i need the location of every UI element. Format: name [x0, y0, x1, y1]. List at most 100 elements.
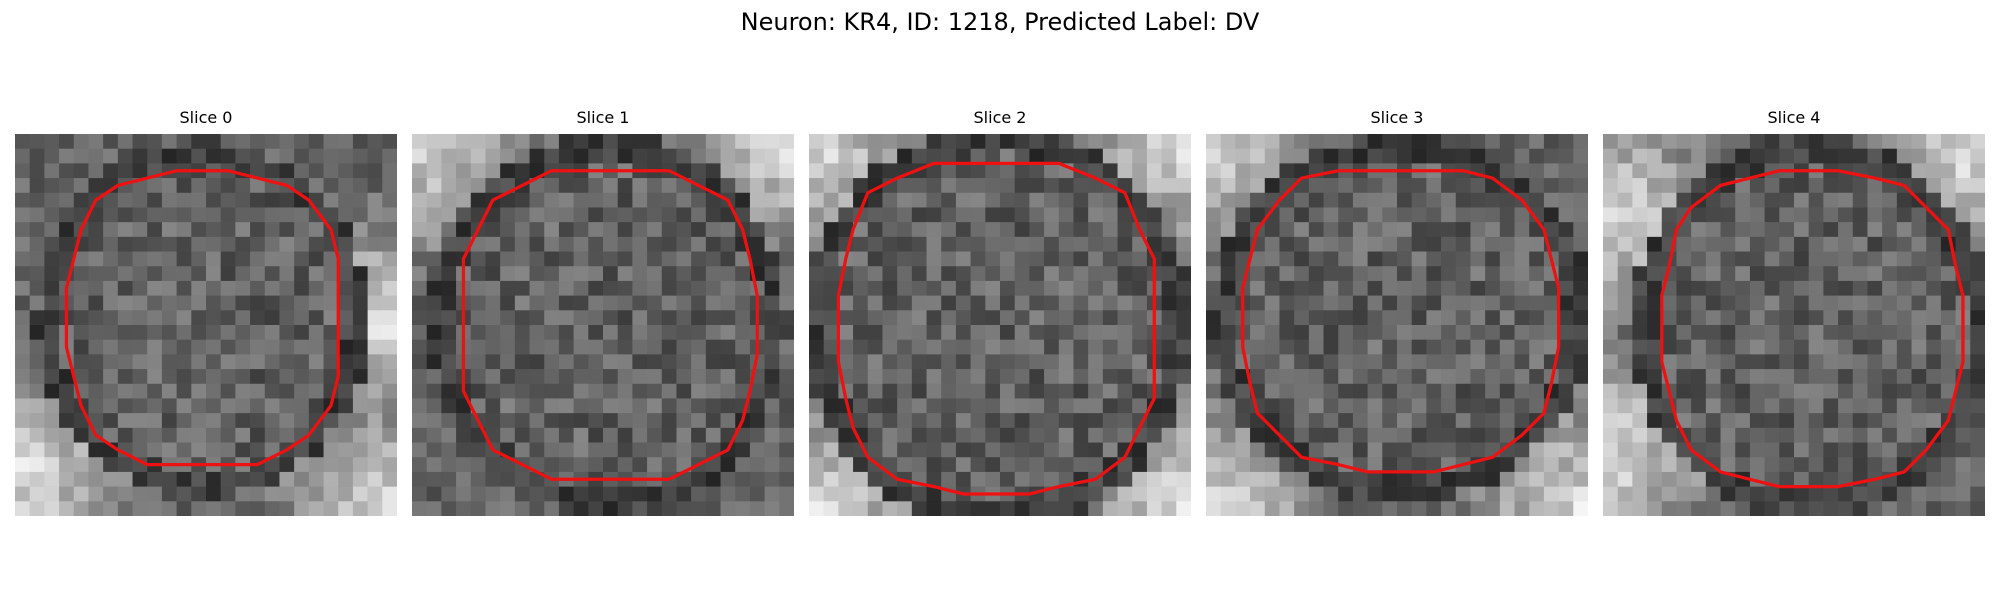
- pixel: [1558, 413, 1574, 429]
- pixel: [1397, 222, 1412, 238]
- pixel: [1044, 354, 1060, 370]
- pixel: [617, 251, 633, 267]
- pixel: [1882, 310, 1898, 326]
- pixel: [1779, 354, 1795, 370]
- pixel: [1764, 383, 1780, 399]
- pixel: [1382, 501, 1398, 516]
- pixel: [1382, 339, 1398, 355]
- pixel: [1146, 471, 1162, 487]
- pixel: [661, 398, 677, 414]
- pixel: [1058, 178, 1074, 194]
- pixel: [882, 266, 898, 282]
- pixel: [1264, 354, 1280, 370]
- pixel: [1323, 354, 1339, 370]
- pixel: [676, 207, 692, 223]
- pixel: [1441, 222, 1457, 238]
- pixel: [735, 369, 751, 385]
- pixel: [1088, 457, 1104, 473]
- pixel: [308, 178, 324, 194]
- pixel: [1235, 442, 1251, 458]
- pixel: [117, 486, 133, 502]
- pixel: [809, 295, 824, 311]
- pixel: [705, 280, 721, 296]
- pixel: [176, 236, 192, 252]
- pixel: [1455, 251, 1471, 267]
- pixel: [544, 369, 560, 385]
- pixel: [1426, 354, 1442, 370]
- pixel: [426, 457, 442, 473]
- pixel: [1088, 486, 1104, 502]
- pixel: [382, 486, 397, 502]
- pixel: [1352, 325, 1368, 340]
- pixel: [1705, 383, 1721, 399]
- pixel: [250, 295, 266, 311]
- pixel: [1823, 266, 1839, 282]
- pixel: [1117, 251, 1133, 267]
- pixel: [514, 236, 530, 252]
- pixel: [1161, 310, 1177, 326]
- pixel: [1206, 192, 1221, 208]
- pixel: [558, 369, 574, 385]
- pixel: [1308, 266, 1324, 282]
- pixel: [1720, 383, 1736, 399]
- pixel: [1294, 398, 1310, 414]
- pixel: [1661, 325, 1677, 340]
- pixel: [132, 148, 148, 164]
- pixel: [485, 354, 501, 370]
- pixel: [294, 266, 310, 282]
- pixel: [1955, 178, 1971, 194]
- pixel: [1132, 354, 1148, 370]
- pixel: [1632, 310, 1648, 326]
- pixel: [147, 280, 163, 296]
- pixel: [308, 251, 324, 267]
- pixel: [206, 325, 221, 340]
- pixel: [1279, 236, 1295, 252]
- pixel: [911, 222, 927, 238]
- pixel: [1661, 222, 1677, 238]
- pixel: [1514, 325, 1530, 340]
- pixel: [1573, 442, 1588, 458]
- pixel: [1558, 148, 1574, 164]
- pixel: [1058, 236, 1074, 252]
- pixel: [1617, 163, 1633, 179]
- pixel: [558, 383, 574, 399]
- pixel: [1911, 369, 1927, 385]
- pixel: [1338, 325, 1354, 340]
- pixel: [603, 192, 618, 208]
- pixel: [1352, 486, 1368, 502]
- pixel: [1250, 325, 1266, 340]
- pixel: [603, 178, 618, 194]
- pixel: [44, 398, 60, 414]
- slice-panel-0: Slice 0: [15, 107, 397, 519]
- pixel: [1264, 280, 1280, 296]
- pixel: [1441, 501, 1457, 516]
- pixel: [749, 148, 765, 164]
- pixel: [323, 501, 339, 516]
- pixel: [1029, 163, 1045, 179]
- pixel: [470, 134, 486, 149]
- pixel: [632, 295, 648, 311]
- pixel: [1426, 457, 1442, 473]
- pixel: [308, 442, 324, 458]
- pixel: [1955, 398, 1971, 414]
- pixel: [1250, 486, 1266, 502]
- pixel: [867, 427, 883, 443]
- pixel: [1911, 251, 1927, 267]
- pixel: [1911, 134, 1927, 149]
- pixel: [412, 383, 427, 399]
- pixel: [264, 486, 280, 502]
- pixel: [897, 192, 913, 208]
- pixel: [1426, 236, 1442, 252]
- pixel: [352, 427, 368, 443]
- pixel: [264, 471, 280, 487]
- pixel: [632, 192, 648, 208]
- pixel: [1970, 442, 1985, 458]
- pixel: [1382, 192, 1398, 208]
- pixel: [617, 295, 633, 311]
- pixel: [29, 501, 45, 516]
- pixel: [1867, 486, 1883, 502]
- pixel: [1426, 471, 1442, 487]
- pixel: [147, 178, 163, 194]
- pixel: [1470, 486, 1486, 502]
- pixel: [1852, 339, 1868, 355]
